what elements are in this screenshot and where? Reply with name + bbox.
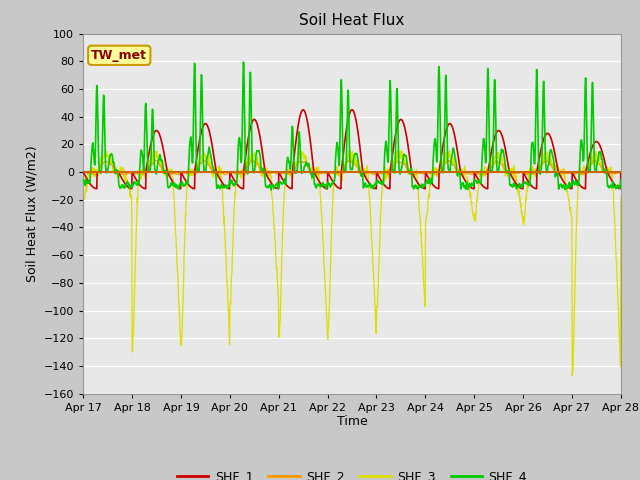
SHF_1 [79,169,87,175]
SHF_2 [155,160,163,166]
SHF_1 [576,182,584,188]
SHF_3 [568,373,576,379]
SHF_4 [576,161,584,167]
Y-axis label: Soil Heat Flux (W/m2): Soil Heat Flux (W/m2) [25,145,38,282]
SHF_4 [499,149,507,155]
SHF_3 [576,169,584,175]
SHF_1 [155,130,163,135]
SHF_2 [285,170,293,176]
SHF_1 [313,175,321,180]
SHF_2 [499,164,507,170]
X-axis label: Time: Time [337,415,367,429]
SHF_4 [313,183,321,189]
SHF_3 [312,169,320,175]
SHF_2 [494,160,502,166]
SHF_3 [79,193,87,199]
SHF_4 [267,187,275,193]
Line: SHF_1: SHF_1 [83,110,621,189]
SHF_3 [499,161,507,167]
SHF_3 [155,153,163,159]
SHF_2 [576,170,584,176]
SHF_3 [285,170,292,176]
SHF_1 [285,185,293,191]
SHF_3 [346,146,353,152]
SHF_3 [494,153,502,158]
Text: TW_met: TW_met [92,49,147,62]
SHF_4 [239,59,247,65]
Legend: SHF_1, SHF_2, SHF_3, SHF_4: SHF_1, SHF_2, SHF_3, SHF_4 [172,465,532,480]
Title: Soil Heat Flux: Soil Heat Flux [300,13,404,28]
SHF_3 [617,195,625,201]
Line: SHF_4: SHF_4 [83,62,621,190]
SHF_1 [499,137,507,143]
SHF_4 [617,177,625,182]
Line: SHF_3: SHF_3 [83,149,621,376]
SHF_4 [494,168,502,174]
SHF_4 [79,177,87,182]
SHF_2 [92,172,99,178]
Line: SHF_2: SHF_2 [83,160,621,175]
SHF_1 [617,169,625,175]
SHF_2 [617,169,625,175]
SHF_1 [300,107,307,113]
SHF_1 [494,128,502,133]
SHF_2 [79,170,87,176]
SHF_2 [313,171,321,177]
SHF_1 [239,186,247,192]
SHF_4 [285,159,293,165]
SHF_2 [248,157,256,163]
SHF_4 [155,156,163,162]
